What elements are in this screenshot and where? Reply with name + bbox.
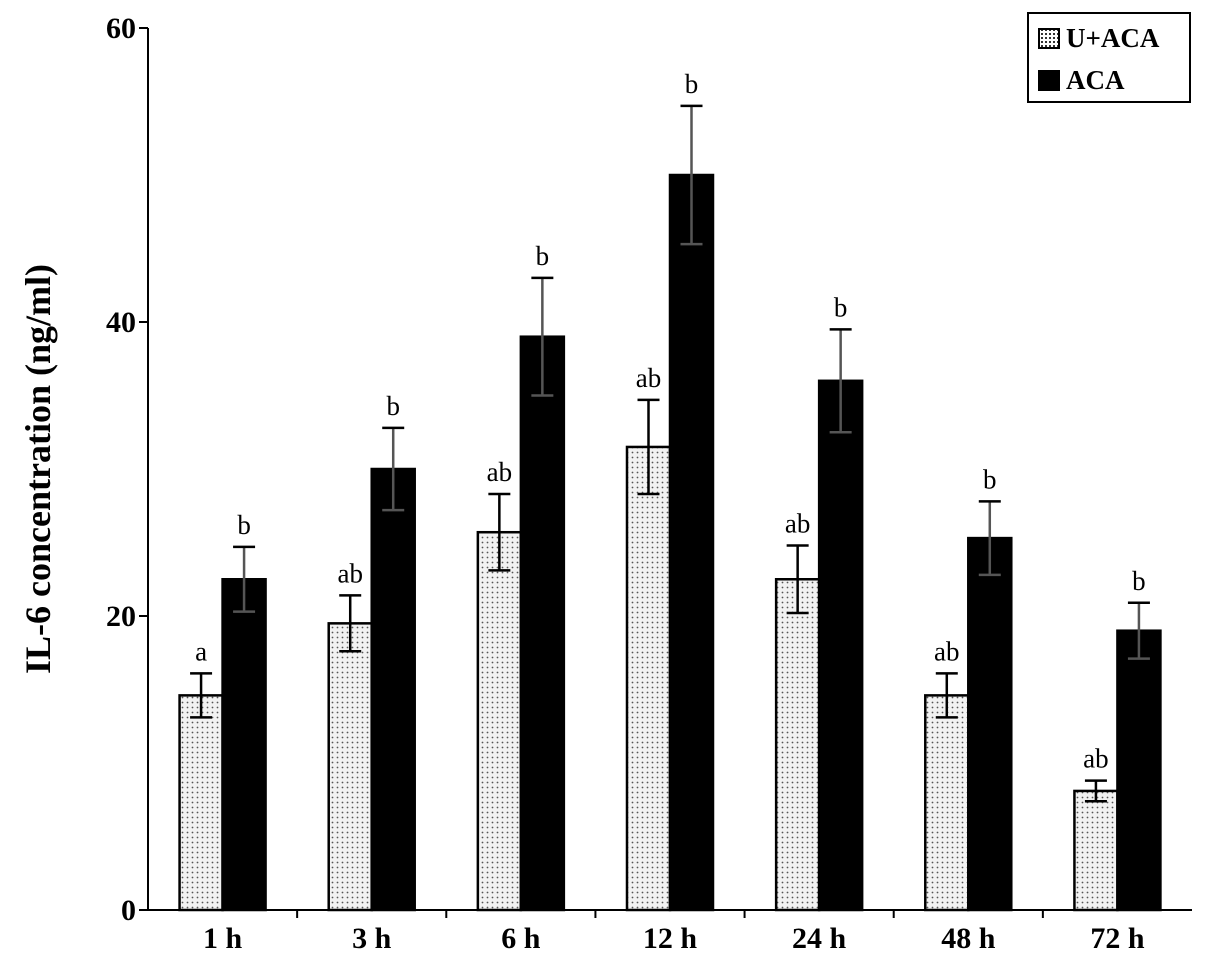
significance-label: b <box>685 69 699 99</box>
significance-label: a <box>195 636 207 666</box>
bar-aca <box>817 379 864 912</box>
bar-u-aca <box>924 694 970 912</box>
bar-aca <box>519 335 566 912</box>
significance-label: ab <box>487 457 512 487</box>
x-tick-label: 3 h <box>352 922 392 955</box>
significance-label: ab <box>337 558 362 588</box>
legend-label: U+ACA <box>1066 23 1160 53</box>
bar-aca <box>668 173 715 912</box>
bar-u-aca <box>178 694 224 912</box>
legend-swatch-u-aca <box>1038 28 1060 49</box>
y-tick-label: 0 <box>121 894 136 927</box>
y-tick-label: 40 <box>106 306 136 339</box>
significance-label: b <box>834 292 848 322</box>
legend: U+ACA ACA <box>1027 12 1191 103</box>
bar-aca <box>1116 629 1162 912</box>
legend-label: ACA <box>1066 65 1125 95</box>
x-tick-label: 72 h <box>1090 922 1145 955</box>
bar-aca <box>221 578 267 912</box>
bar-u-aca <box>476 530 523 912</box>
x-tick-label: 48 h <box>941 922 996 955</box>
legend-swatch-aca <box>1038 70 1060 91</box>
significance-label: b <box>536 241 550 271</box>
bar-u-aca <box>1073 789 1119 912</box>
y-tick-label: 60 <box>106 12 136 45</box>
y-axis-label: IL-6 concentration (ng/ml) <box>18 264 58 674</box>
y-tick-label: 20 <box>106 600 136 633</box>
bar-aca <box>967 536 1013 912</box>
x-tick-label: 6 h <box>501 922 541 955</box>
significance-label: b <box>1132 566 1146 596</box>
significance-label: ab <box>636 363 661 393</box>
significance-label: b <box>983 464 997 494</box>
x-tick-label: 1 h <box>203 922 243 955</box>
significance-label: b <box>237 510 251 540</box>
bar-u-aca <box>327 622 373 912</box>
bar-u-aca <box>774 578 821 912</box>
significance-label: ab <box>1083 744 1108 774</box>
bar-aca <box>370 467 416 912</box>
significance-label: ab <box>785 508 810 538</box>
x-tick-label: 24 h <box>792 922 847 955</box>
significance-label: ab <box>934 636 959 666</box>
bar-u-aca <box>625 445 672 912</box>
x-tick-label: 12 h <box>643 922 698 955</box>
significance-label: b <box>386 391 400 421</box>
